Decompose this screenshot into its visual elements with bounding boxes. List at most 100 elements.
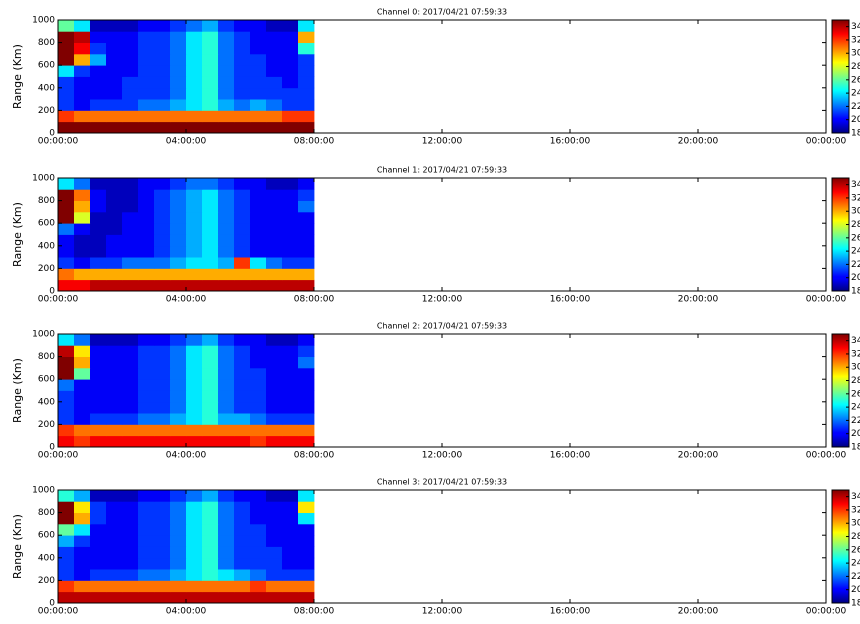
heatmap-cell — [90, 76, 107, 89]
heatmap-cell — [170, 424, 187, 437]
heatmap-cell — [170, 268, 187, 281]
heatmap-cell — [138, 257, 155, 269]
heatmap-cell — [202, 591, 219, 604]
heatmap-cell — [138, 211, 155, 224]
heatmap-cell — [90, 200, 107, 213]
heatmap-cell — [186, 211, 203, 224]
heatmap-cell — [218, 245, 235, 258]
heatmap-cell — [250, 501, 267, 513]
heatmap-cell — [138, 424, 155, 437]
heatmap-cell — [186, 65, 203, 77]
y-tick-label: 600 — [38, 219, 55, 229]
heatmap-cell — [154, 200, 171, 213]
heatmap-cell — [58, 53, 75, 66]
heatmap-cell — [122, 413, 139, 425]
colorbar-tick-label: 18 — [851, 599, 860, 609]
heatmap-cell — [250, 53, 267, 66]
heatmap-cell — [266, 557, 283, 570]
heatmap-cell — [58, 99, 75, 111]
heatmap-cell — [122, 279, 139, 292]
heatmap-cell — [234, 211, 251, 224]
chart-title: Channel 2: 2017/04/21 07:59:33 — [377, 322, 507, 331]
heatmap-cell — [106, 334, 123, 346]
x-tick-label: 08:00:00 — [294, 137, 335, 147]
heatmap-cell — [58, 591, 75, 604]
heatmap-cell — [74, 76, 91, 89]
heatmap-cell — [234, 110, 251, 123]
heatmap-cell — [218, 65, 235, 77]
heatmap-cell — [154, 546, 171, 559]
heatmap-cell — [186, 523, 203, 536]
heatmap-cell — [234, 65, 251, 77]
heatmap-cell — [154, 512, 171, 525]
colorbar-tick-label: 22 — [851, 572, 860, 582]
heatmap-cell — [106, 121, 123, 134]
heatmap-cell — [154, 334, 171, 346]
heatmap-cell — [186, 569, 203, 581]
heatmap-cell — [58, 345, 75, 357]
heatmap-cell — [250, 223, 267, 235]
x-tick-label: 00:00:00 — [806, 607, 847, 617]
heatmap-cell — [122, 345, 139, 357]
heatmap-cell — [170, 379, 187, 391]
heatmap-cell — [58, 557, 75, 570]
heatmap-cell — [298, 20, 315, 32]
heatmap-cell — [266, 390, 283, 403]
heatmap-cell — [218, 31, 235, 43]
heatmap-cell — [298, 257, 315, 269]
heatmap-cell — [122, 512, 139, 525]
heatmap-cell — [106, 535, 123, 547]
heatmap-cell — [138, 121, 155, 134]
heatmap-cell — [234, 99, 251, 111]
colorbar-tick-label: 26 — [851, 233, 860, 243]
heatmap-cell — [266, 345, 283, 357]
heatmap-cell — [218, 435, 235, 448]
colorbar-tick-label: 24 — [851, 403, 860, 413]
heatmap-cell — [58, 245, 75, 258]
heatmap-cell — [282, 580, 299, 593]
x-tick-label: 20:00:00 — [678, 607, 719, 617]
colorbar-tick-label: 26 — [851, 75, 860, 85]
heatmap-cell — [298, 87, 315, 100]
heatmap-cell — [58, 523, 75, 536]
heatmap-cell — [106, 501, 123, 513]
heatmap-cell — [74, 569, 91, 581]
heatmap-cell — [266, 42, 283, 55]
heatmap-cell — [186, 189, 203, 201]
heatmap-cell — [234, 490, 251, 502]
heatmap-cell — [298, 569, 315, 581]
heatmap-cell — [122, 546, 139, 559]
heatmap-cell — [298, 580, 315, 593]
colorbar-tick-label: 28 — [851, 62, 860, 72]
heatmap-cell — [218, 53, 235, 66]
heatmap-cell — [58, 189, 75, 201]
heatmap-cell — [90, 65, 107, 77]
heatmap-cell — [186, 334, 203, 346]
heatmap-cell — [170, 580, 187, 593]
heatmap-cell — [218, 413, 235, 425]
heatmap-cell — [122, 20, 139, 32]
y-tick-label: 600 — [38, 531, 55, 541]
heatmap-cell — [234, 569, 251, 581]
heatmap-cell — [218, 367, 235, 380]
heatmap-cell — [170, 87, 187, 100]
heatmap-cell — [74, 245, 91, 258]
heatmap-cell — [218, 546, 235, 559]
colorbar-tick-label: 34 — [851, 180, 860, 190]
heatmap-cell — [74, 234, 91, 247]
heatmap-cell — [234, 523, 251, 536]
heatmap-cell — [250, 211, 267, 224]
heatmap-cell — [58, 569, 75, 581]
heatmap-cell — [138, 110, 155, 123]
heatmap-cell — [106, 65, 123, 77]
heatmap-cell — [298, 591, 315, 604]
heatmap-cell — [282, 367, 299, 380]
heatmap-cell — [282, 211, 299, 224]
heatmap-cell — [282, 413, 299, 425]
heatmap-cell — [154, 367, 171, 380]
heatmap-cell — [282, 379, 299, 391]
heatmap-cell — [282, 87, 299, 100]
heatmap-cell — [298, 424, 315, 437]
heatmap-cell — [202, 512, 219, 525]
